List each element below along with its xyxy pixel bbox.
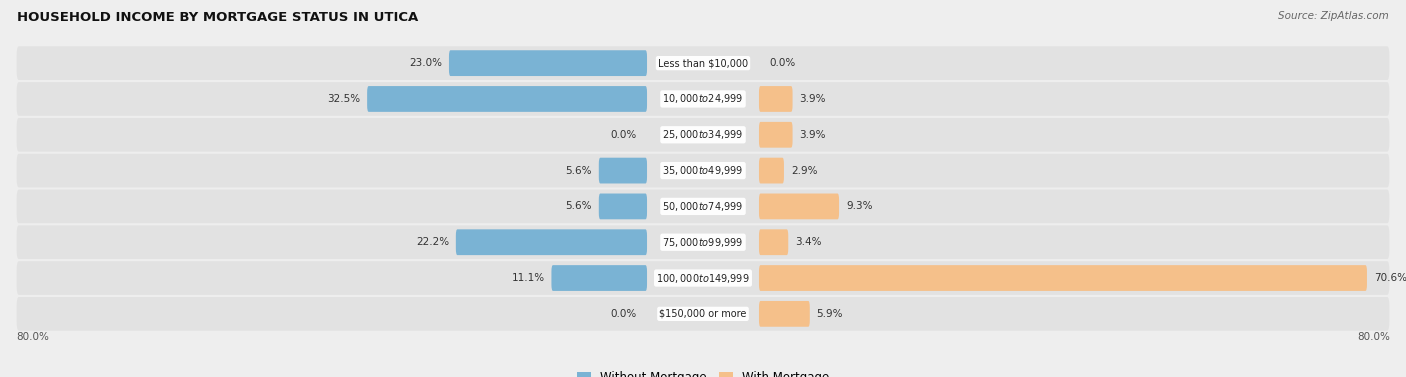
FancyBboxPatch shape <box>599 193 647 219</box>
FancyBboxPatch shape <box>759 158 785 184</box>
Text: 32.5%: 32.5% <box>328 94 360 104</box>
FancyBboxPatch shape <box>17 190 1389 223</box>
Text: $35,000 to $49,999: $35,000 to $49,999 <box>662 164 744 177</box>
FancyBboxPatch shape <box>17 46 1389 80</box>
FancyBboxPatch shape <box>17 297 1389 331</box>
FancyBboxPatch shape <box>17 154 1389 187</box>
FancyBboxPatch shape <box>17 118 1389 152</box>
Text: $10,000 to $24,999: $10,000 to $24,999 <box>662 92 744 106</box>
Text: 3.9%: 3.9% <box>800 130 825 140</box>
FancyBboxPatch shape <box>759 86 793 112</box>
Text: Less than $10,000: Less than $10,000 <box>658 58 748 68</box>
Text: 0.0%: 0.0% <box>769 58 796 68</box>
Text: 22.2%: 22.2% <box>416 237 449 247</box>
FancyBboxPatch shape <box>456 229 647 255</box>
Text: 9.3%: 9.3% <box>846 201 873 211</box>
FancyBboxPatch shape <box>759 193 839 219</box>
Text: 2.9%: 2.9% <box>790 166 817 176</box>
Text: HOUSEHOLD INCOME BY MORTGAGE STATUS IN UTICA: HOUSEHOLD INCOME BY MORTGAGE STATUS IN U… <box>17 11 418 24</box>
FancyBboxPatch shape <box>449 50 647 76</box>
Text: 11.1%: 11.1% <box>512 273 544 283</box>
Text: 0.0%: 0.0% <box>610 130 637 140</box>
Text: Source: ZipAtlas.com: Source: ZipAtlas.com <box>1278 11 1389 21</box>
FancyBboxPatch shape <box>367 86 647 112</box>
Text: 5.6%: 5.6% <box>565 166 592 176</box>
Legend: Without Mortgage, With Mortgage: Without Mortgage, With Mortgage <box>572 366 834 377</box>
Text: 3.9%: 3.9% <box>800 94 825 104</box>
FancyBboxPatch shape <box>759 301 810 327</box>
FancyBboxPatch shape <box>599 158 647 184</box>
FancyBboxPatch shape <box>17 82 1389 116</box>
FancyBboxPatch shape <box>17 261 1389 295</box>
Text: 0.0%: 0.0% <box>610 309 637 319</box>
Text: $50,000 to $74,999: $50,000 to $74,999 <box>662 200 744 213</box>
FancyBboxPatch shape <box>551 265 647 291</box>
FancyBboxPatch shape <box>759 229 789 255</box>
Text: 5.6%: 5.6% <box>565 201 592 211</box>
Text: $100,000 to $149,999: $100,000 to $149,999 <box>657 271 749 285</box>
Text: 23.0%: 23.0% <box>409 58 441 68</box>
Text: $150,000 or more: $150,000 or more <box>659 309 747 319</box>
Text: 70.6%: 70.6% <box>1374 273 1406 283</box>
FancyBboxPatch shape <box>17 225 1389 259</box>
Text: 80.0%: 80.0% <box>15 332 49 342</box>
Text: 3.4%: 3.4% <box>796 237 821 247</box>
FancyBboxPatch shape <box>759 122 793 148</box>
Text: $25,000 to $34,999: $25,000 to $34,999 <box>662 128 744 141</box>
Text: 80.0%: 80.0% <box>1357 332 1391 342</box>
FancyBboxPatch shape <box>759 265 1367 291</box>
Text: 5.9%: 5.9% <box>817 309 844 319</box>
Text: $75,000 to $99,999: $75,000 to $99,999 <box>662 236 744 249</box>
